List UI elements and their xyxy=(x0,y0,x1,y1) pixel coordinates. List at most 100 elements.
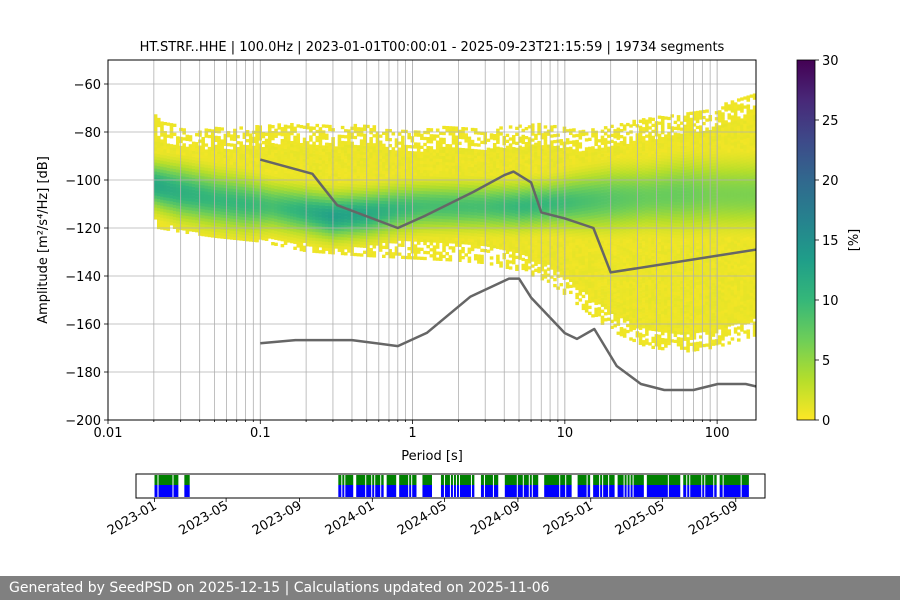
heat-cell xyxy=(344,165,348,169)
heat-cell xyxy=(382,185,386,189)
heat-cell xyxy=(324,148,329,152)
heat-cell xyxy=(426,200,430,204)
heat-cell xyxy=(492,229,497,234)
heat-cell xyxy=(337,146,342,150)
heat-cell xyxy=(286,188,291,192)
heat-cell xyxy=(394,138,399,142)
heat-cell xyxy=(217,145,221,149)
heat-cell xyxy=(236,216,240,220)
heat-cell xyxy=(274,197,278,201)
heat-cell xyxy=(312,156,316,160)
heat-cell xyxy=(391,219,396,223)
heat-cell xyxy=(439,158,443,162)
heat-cell xyxy=(293,174,297,178)
heat-cell xyxy=(442,173,446,178)
heat-cell xyxy=(163,145,167,150)
heat-cell xyxy=(559,142,564,146)
heat-cell xyxy=(559,268,564,272)
heat-cell xyxy=(401,153,405,157)
heat-cell xyxy=(290,233,294,238)
heat-cell xyxy=(511,186,516,190)
heat-cell xyxy=(264,177,269,181)
heat-cell xyxy=(318,244,323,248)
heat-cell xyxy=(489,172,494,176)
heat-cell xyxy=(458,255,462,260)
heat-cell xyxy=(163,199,167,204)
heat-cell xyxy=(546,228,551,232)
heat-cell xyxy=(207,224,212,229)
heat-cell xyxy=(508,146,513,150)
heat-cell xyxy=(283,229,288,233)
heat-cell xyxy=(185,173,190,178)
heat-cell xyxy=(534,154,538,158)
heat-cell xyxy=(334,221,339,225)
heat-cell xyxy=(537,269,541,274)
heat-cell xyxy=(543,272,548,276)
heat-cell xyxy=(426,218,430,222)
heat-cell xyxy=(416,223,421,227)
heat-cell xyxy=(172,210,177,214)
heat-cell xyxy=(277,228,282,232)
heat-cell xyxy=(375,152,380,156)
heat-cell xyxy=(527,194,532,198)
heat-cell xyxy=(274,155,278,159)
heat-cell xyxy=(527,158,532,162)
heat-cell xyxy=(321,124,326,128)
heat-cell xyxy=(439,209,443,213)
heat-cell xyxy=(290,128,294,133)
heat-cell xyxy=(559,166,564,170)
heat-cell xyxy=(530,252,535,256)
heat-cell xyxy=(207,206,212,211)
heat-cell xyxy=(442,224,446,229)
heat-cell xyxy=(286,218,291,222)
heat-cell xyxy=(242,225,247,230)
heat-cell xyxy=(223,217,228,222)
heat-cell xyxy=(489,151,494,155)
heat-cell xyxy=(267,136,272,140)
heat-cell xyxy=(372,230,377,234)
heat-cell xyxy=(518,205,522,209)
heat-cell xyxy=(236,150,240,154)
heat-cell xyxy=(540,145,545,149)
heat-cell xyxy=(210,138,215,142)
heat-cell xyxy=(195,160,199,164)
heat-cell xyxy=(496,260,500,264)
heat-cell xyxy=(188,201,193,205)
heat-cell xyxy=(448,159,453,163)
heat-cell xyxy=(236,141,240,145)
heat-cell xyxy=(153,195,158,199)
heat-cell xyxy=(439,230,443,234)
heat-cell xyxy=(217,163,221,167)
heat-cell xyxy=(407,151,411,155)
heat-cell xyxy=(467,169,472,173)
heat-cell xyxy=(204,170,209,174)
heat-cell xyxy=(204,167,209,171)
heat-cell xyxy=(204,185,209,189)
heat-cell xyxy=(394,213,399,217)
heat-cell xyxy=(378,143,383,147)
heat-cell xyxy=(530,270,535,274)
heat-cell xyxy=(388,165,392,169)
heat-cell xyxy=(204,224,209,228)
heat-cell xyxy=(324,124,329,128)
heat-cell xyxy=(204,131,209,135)
heat-cell xyxy=(401,171,405,175)
heat-cell xyxy=(550,206,554,210)
heat-cell xyxy=(176,196,180,200)
heat-cell xyxy=(252,166,256,171)
heat-cell xyxy=(347,228,351,232)
heat-cell xyxy=(480,203,484,207)
heat-cell xyxy=(442,200,446,205)
heat-cell xyxy=(401,165,405,169)
heat-cell xyxy=(391,183,396,187)
heat-cell xyxy=(543,242,548,246)
heat-cell xyxy=(505,154,510,158)
heat-cell xyxy=(261,234,266,238)
heat-cell xyxy=(448,132,453,136)
heat-cell xyxy=(385,188,389,193)
heat-cell xyxy=(397,156,402,160)
heat-cell xyxy=(480,140,484,144)
heat-cell xyxy=(432,170,437,174)
heat-cell xyxy=(363,235,367,239)
heat-cell xyxy=(461,166,465,170)
